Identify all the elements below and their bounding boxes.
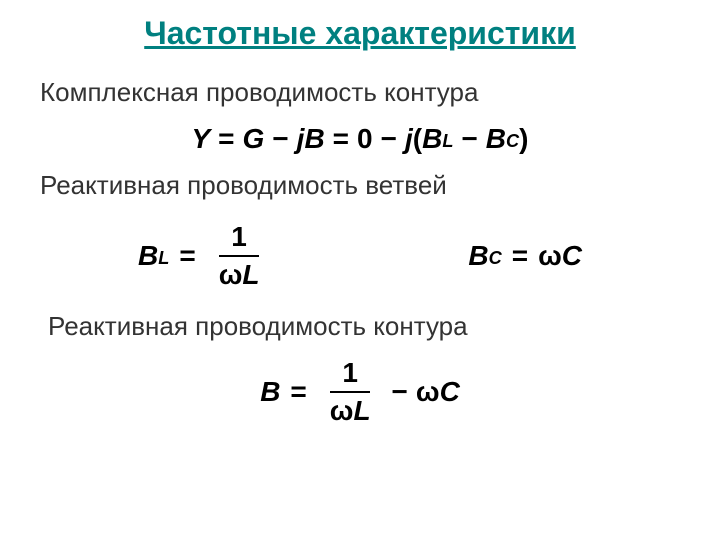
eq4-L: L: [353, 395, 370, 426]
eq3-BC-sub: C: [489, 248, 502, 269]
equation-circuit-reactive: B = 1 ωL − ωC: [40, 357, 680, 427]
eq1-G: G: [243, 123, 265, 155]
eq1-close: ): [519, 123, 528, 155]
eq4-num: 1: [330, 357, 370, 393]
eq1-content: Y = G − jB = 0 − j ( BL − BC ): [191, 123, 528, 155]
eq1-open: (: [413, 123, 422, 155]
eq4-omega2: ω: [416, 376, 440, 408]
eq1-BL-sub: L: [442, 131, 453, 152]
eq4-eq: =: [290, 376, 306, 408]
eq2-fraction: 1 ωL: [211, 221, 268, 291]
eq1-eq2: =: [333, 123, 349, 155]
eq4-minus: −: [392, 376, 408, 408]
eq1-zero: 0: [357, 123, 373, 155]
eq4-C: C: [440, 376, 460, 408]
eq2-den: ωL: [211, 257, 268, 291]
eq3-C: C: [562, 240, 582, 272]
equation-BL: BL = 1 ωL: [138, 221, 272, 291]
eq4-omega1: ω: [330, 395, 354, 426]
eq3-eq: =: [512, 240, 528, 272]
eq4-den: ωL: [322, 393, 379, 427]
eq2-BL-sub: L: [158, 248, 169, 269]
eq1-jB: jB: [297, 123, 325, 155]
eq4-B: B: [260, 376, 280, 408]
eq2-num: 1: [219, 221, 259, 257]
eq1-minus2: −: [381, 123, 397, 155]
eq1-BC-base: B: [486, 123, 506, 155]
eq2-eq: =: [179, 240, 195, 272]
equation-row-branches: BL = 1 ωL BC = ωC: [40, 221, 680, 291]
eq1-BL-base: B: [422, 123, 442, 155]
eq2-BL-base: B: [138, 240, 158, 272]
section1-label: Комплексная проводимость контура: [40, 77, 680, 108]
eq1-j: j: [405, 123, 413, 155]
section2-label: Реактивная проводимость ветвей: [40, 170, 680, 201]
eq3-omega: ω: [538, 240, 562, 272]
eq1-Y: Y: [191, 123, 210, 155]
page-title: Частотные характеристики: [40, 15, 680, 52]
eq2-L: L: [242, 259, 259, 290]
eq2-omega: ω: [219, 259, 243, 290]
eq4-content: B = 1 ωL − ωC: [260, 357, 460, 427]
equation-complex-admittance: Y = G − jB = 0 − j ( BL − BC ): [40, 123, 680, 155]
eq1-BC-sub: C: [506, 131, 519, 152]
equation-BC: BC = ωC: [468, 240, 582, 272]
eq3-BC-base: B: [468, 240, 488, 272]
eq1-eq1: =: [218, 123, 234, 155]
eq4-fraction: 1 ωL: [322, 357, 379, 427]
eq1-minus1: −: [272, 123, 288, 155]
section3-label: Реактивная проводимость контура: [40, 311, 680, 342]
eq1-minus3: −: [461, 123, 477, 155]
